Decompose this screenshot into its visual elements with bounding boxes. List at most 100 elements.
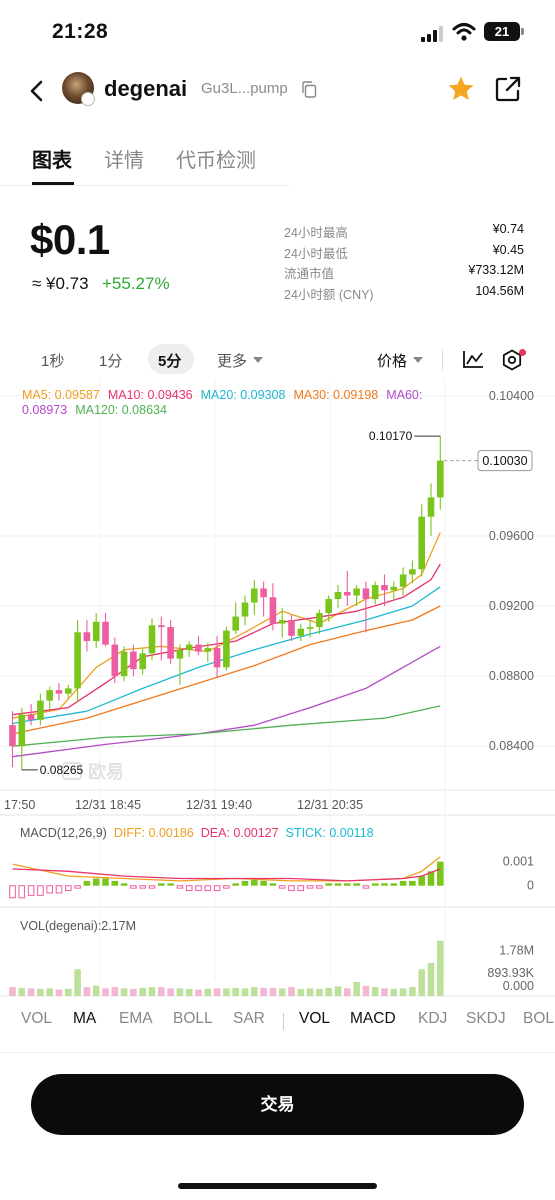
indicator-tabs-separator — [283, 1013, 284, 1030]
candle-body — [241, 602, 249, 617]
indicator-tab-skdj[interactable]: SKDJ — [466, 1010, 506, 1027]
volume-bar — [111, 987, 119, 996]
price-type-select[interactable]: 价格 — [377, 353, 408, 370]
macd-stick — [176, 885, 184, 889]
volume-bar — [204, 988, 212, 996]
share-icon[interactable] — [494, 75, 522, 103]
price-change: +55.27% — [102, 274, 170, 293]
tab-token-check[interactable]: 代币检测 — [176, 150, 256, 172]
indicator-tabs: VOL MA EMA BOLL SAR VOL MACD KDJ SKDJ BO… — [0, 1004, 555, 1034]
candle-body — [148, 625, 156, 654]
ma-legend-item: MA10: 0.09436 — [107, 388, 193, 402]
macd-stick — [418, 876, 425, 886]
interval-5m[interactable]: 5分 — [158, 353, 182, 370]
kline-chart-area[interactable]: MA5: 0.09587 MA10: 0.09436 MA20: 0.09308 MA… — [0, 380, 555, 1000]
volume-bar — [371, 987, 379, 996]
macd-legend: MACD(12,26,9) DIFF: 0.00186 DEA: 0.00127 ST… — [20, 826, 381, 840]
indicator-tab-vol-sub[interactable]: VOL — [299, 1010, 331, 1027]
indicator-tab-boll-sub[interactable]: BOL — [523, 1010, 555, 1027]
stat-value: ¥0.74 — [492, 222, 524, 236]
indicator-tab-vol-main[interactable]: VOL — [21, 1010, 53, 1027]
candle-body — [213, 648, 221, 668]
volume-bar — [195, 989, 202, 996]
home-indicator — [178, 1183, 377, 1189]
status-time: 21:28 — [52, 20, 109, 43]
tab-chart[interactable]: 图表 — [32, 150, 72, 172]
back-arrow-icon[interactable] — [22, 76, 52, 106]
macd-stick — [306, 885, 314, 889]
macd-stick — [158, 883, 165, 886]
favorite-star-icon[interactable] — [446, 74, 476, 104]
ma-line-ma30 — [12, 605, 441, 735]
x-tick-label: 17:50 — [4, 798, 35, 812]
interval-more[interactable]: 更多 — [217, 353, 248, 370]
interval-1s[interactable]: 1秒 — [41, 353, 65, 370]
volume-bar — [390, 988, 398, 996]
candle-body — [65, 688, 72, 694]
x-tick-label: 12/31 19:40 — [186, 798, 252, 812]
candle-body — [27, 714, 35, 720]
high-marker-label: 0.10170 — [369, 429, 413, 443]
copy-icon[interactable] — [301, 81, 317, 98]
candle-body — [334, 592, 342, 600]
indicator-tab-macd[interactable]: MACD — [350, 1010, 396, 1027]
macd-stick — [223, 885, 230, 889]
candle-body — [316, 613, 323, 628]
macd-stick — [102, 878, 109, 886]
stat-row-market-cap: 流通市值 ¥733.12M — [284, 263, 524, 284]
low-marker-label: 0.08265 — [40, 763, 84, 777]
trade-button[interactable]: 交易 — [31, 1074, 524, 1135]
candle-body — [269, 597, 277, 624]
candle-body — [223, 630, 230, 668]
macd-legend-item: DEA: 0.00127 — [200, 826, 279, 840]
candle-body — [381, 585, 388, 591]
indicator-tab-ema[interactable]: EMA — [119, 1010, 153, 1027]
volume-bar — [232, 987, 239, 996]
candle-body — [185, 644, 193, 650]
indicator-tab-kdj[interactable]: KDJ — [418, 1010, 448, 1027]
candle-body — [362, 588, 370, 600]
volume-bar — [65, 988, 72, 996]
candle-body — [158, 625, 165, 628]
macd-dea-line — [12, 868, 441, 882]
indicator-tab-ma[interactable]: MA — [73, 1010, 97, 1027]
ma-legend-item: MA120: 0.08634 — [75, 403, 167, 417]
chain-badge-icon — [81, 92, 95, 106]
macd-tick-label: 0 — [527, 879, 534, 893]
watermark-logo: 欧易 — [88, 761, 124, 783]
interval-1m[interactable]: 1分 — [99, 353, 123, 370]
chevron-down-icon — [413, 357, 423, 363]
candle-body — [18, 714, 26, 747]
volume-bar — [251, 987, 258, 996]
candle-body — [167, 627, 174, 659]
volume-bar — [176, 988, 184, 996]
volume-bar — [316, 988, 323, 996]
volume-bar — [148, 987, 156, 996]
candle-body — [120, 651, 128, 677]
candle-body — [409, 569, 416, 575]
macd-stick — [241, 880, 249, 886]
x-tick-label: 12/31 18:45 — [75, 798, 141, 812]
kline-chart-svg[interactable]: 0.10400 0.09600 0.09200 0.08800 0.08400 欧易 0.1… — [0, 380, 555, 1000]
stat-value: ¥0.45 — [492, 242, 524, 257]
chevron-down-icon — [253, 357, 263, 363]
volume-bar — [288, 987, 295, 996]
indicator-tab-boll[interactable]: BOLL — [173, 1010, 213, 1027]
volume-bar — [399, 988, 407, 996]
macd-stick — [325, 883, 332, 886]
candle-body — [399, 574, 407, 587]
macd-stick — [139, 885, 146, 889]
indicator-tab-sar[interactable]: SAR — [233, 1010, 265, 1027]
candle-body — [260, 588, 267, 598]
indicator-chart-icon[interactable] — [462, 349, 484, 369]
ma-legend-item: MA60: 0.08973 — [22, 388, 423, 417]
macd-stick — [83, 880, 91, 886]
ma-line-ma120 — [12, 705, 441, 747]
token-address[interactable]: Gu3L...pump — [201, 80, 288, 97]
tab-details[interactable]: 详情 — [104, 150, 144, 172]
ma-line-ma10 — [12, 563, 441, 716]
candle-body — [251, 588, 258, 603]
candle-body — [176, 649, 184, 659]
macd-stick — [344, 883, 351, 886]
candle-body — [427, 497, 435, 517]
